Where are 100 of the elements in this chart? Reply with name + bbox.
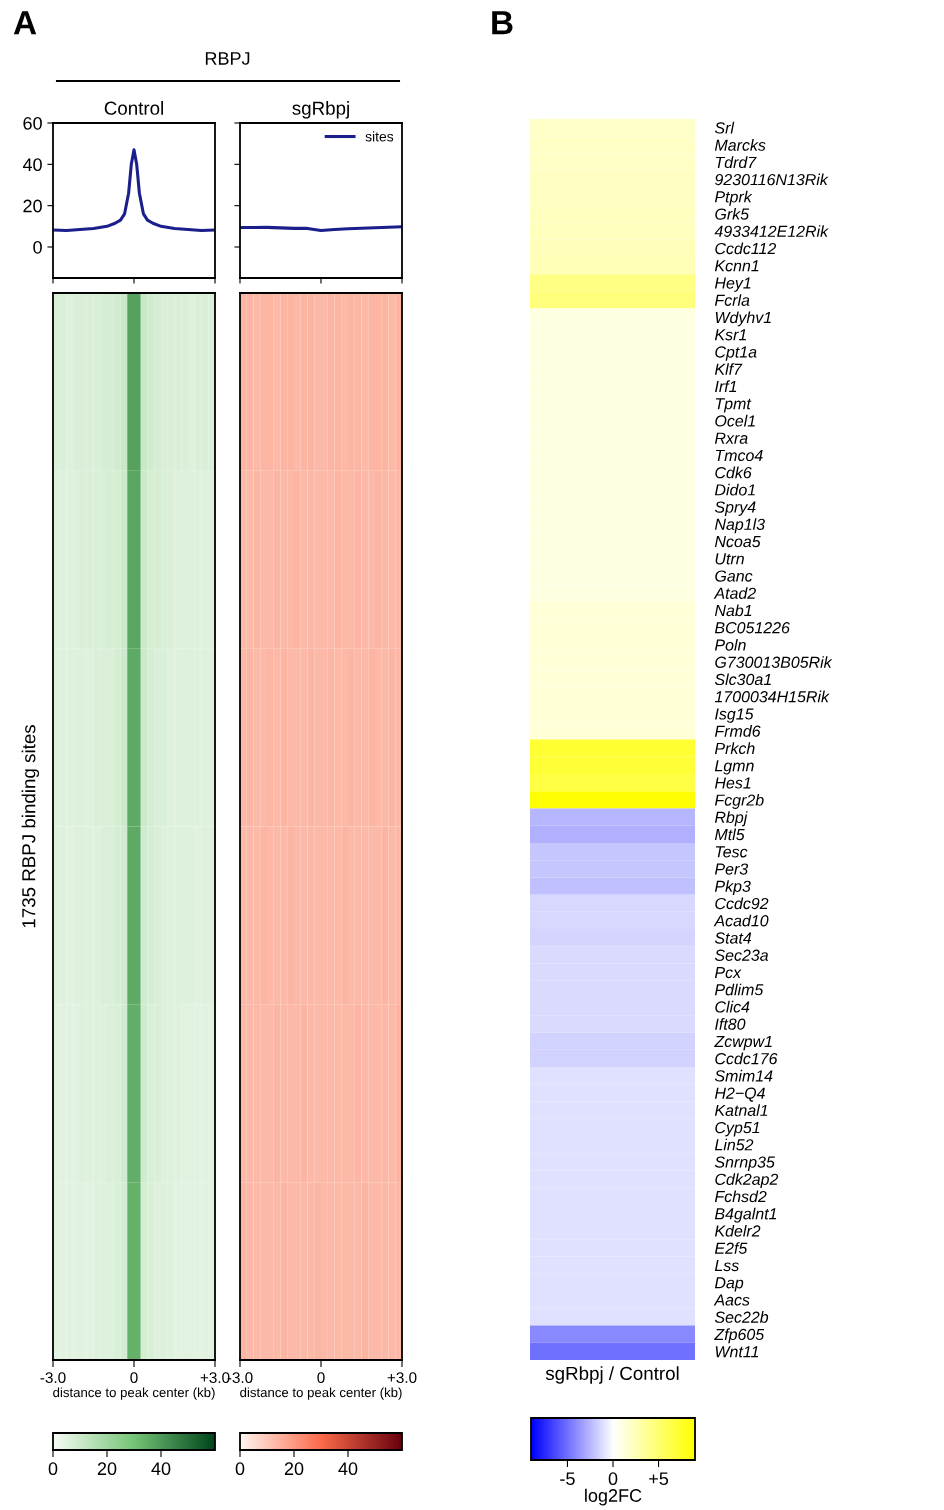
y-tick-label: G730013B05Rik (715, 656, 833, 668)
y-tick-label: Sec23a (714, 949, 769, 961)
y-tick-label: Cyp51 (715, 1121, 760, 1137)
y-tick-label: Zfp605 (714, 1328, 765, 1344)
y-tick-label: Ocel1 (715, 414, 755, 427)
y-tick-label: Fchsd2 (714, 1190, 767, 1203)
y-tick-label: Hes1 (714, 777, 751, 789)
y-tick-label: Utrn (715, 553, 744, 565)
y-tick-label: Hey1 (714, 277, 751, 292)
y-tick-label: Tdrd7 (715, 156, 757, 169)
y-tick-label: Srl (714, 121, 735, 134)
y-tick-label: 0 (33, 240, 42, 254)
y-tick-label: B4galnt1 (714, 1207, 777, 1223)
x-tick-label: +3.0 (387, 1372, 417, 1384)
y-tick-label: Ccdc92 (715, 897, 769, 910)
legend-label: sites (365, 131, 394, 142)
y-tick-label: Cdk2ap2 (715, 1173, 779, 1189)
y-tick-label: Pkp3 (714, 880, 751, 896)
y-tick-label: Cpt1a (715, 346, 757, 361)
color-bar-label: +5 (649, 1472, 669, 1486)
y-tick-label: H2−Q4 (714, 1087, 765, 1102)
y-tick-label: Zcwpw1 (714, 1035, 772, 1051)
y-tick-label: Katnal1 (714, 1104, 768, 1117)
y-tick-label: Smim14 (714, 1069, 773, 1082)
y-tick-label: Ncoa5 (714, 536, 761, 548)
y-tick-label: Slc30a1 (714, 673, 771, 686)
y-tick-label: Spry4 (714, 501, 756, 516)
y-tick-label: Wnt11 (715, 1346, 759, 1358)
y-tick-label: Tmco4 (715, 449, 763, 462)
text: B (492, 11, 513, 35)
chart-title: sgRbpj (292, 101, 349, 119)
y-tick-label: BC051226 (714, 622, 790, 634)
x-tick-label: -3.0 (40, 1372, 66, 1384)
y-tick-label: Tesc (715, 846, 748, 858)
color-bar-label: -5 (560, 1472, 575, 1486)
y-tick-label: 9230116N13Rik (714, 173, 829, 186)
y-tick-label: Poln (714, 638, 746, 651)
y-tick-label: 20 (23, 199, 42, 213)
text: A (13, 11, 37, 35)
y-tick-label: Marcks (714, 139, 766, 151)
y-tick-label: Tpmt (715, 398, 752, 413)
color-bar-label: 0 (48, 1462, 58, 1476)
y-tick-label: Isg15 (715, 708, 754, 723)
y-tick-label: Clic4 (715, 1000, 750, 1013)
y-tick-label: Prkch (714, 742, 755, 755)
y-tick-label: Irf1 (715, 380, 737, 392)
color-bar-label: 40 (338, 1462, 358, 1476)
y-tick-label: E2f5 (714, 1242, 748, 1254)
x-tick-label: 0 (130, 1372, 138, 1384)
y-tick-label: Rxra (714, 432, 748, 444)
chart-title: Control (104, 101, 163, 115)
y-tick-label: Per3 (714, 863, 749, 875)
y-tick-label: Pcx (714, 966, 742, 979)
y-tick-label: Sec22b (714, 1311, 769, 1323)
x-axis-title: distance to peak center (kb) (240, 1387, 402, 1400)
y-tick-label: Dap (714, 1277, 744, 1292)
text: RBPJ (205, 52, 250, 65)
y-tick-label: Fcgr2b (714, 794, 764, 809)
y-tick-label: Frmd6 (714, 725, 761, 737)
y-tick-label: 1700034H15Rik (714, 690, 830, 703)
y-tick-label: Ptprk (714, 190, 753, 206)
color-bar-label: 20 (284, 1462, 304, 1476)
y-tick-label: Kdelr2 (714, 1224, 761, 1237)
y-tick-label: Ganc (715, 570, 753, 582)
y-tick-label: Lss (714, 1260, 739, 1272)
y-tick-label: Acad10 (713, 914, 769, 927)
y-tick-label: Klf7 (714, 363, 743, 375)
y-tick-label: 4933412E12Rik (714, 225, 829, 237)
x-axis-title: sgRbpj / Control (545, 1366, 679, 1384)
y-tick-label: Ccdc176 (715, 1052, 778, 1065)
y-tick-label: Dido1 (714, 483, 755, 496)
y-tick-label: Snrnp35 (714, 1156, 775, 1171)
color-bar-label: 0 (608, 1472, 618, 1486)
y-tick-label: 60 (23, 116, 42, 130)
y-tick-label: Ccdc112 (715, 242, 777, 255)
x-axis-title: distance to peak center (kb) (53, 1387, 215, 1400)
y-tick-label: Kcnn1 (714, 260, 759, 272)
y-tick-label: Fcrla (714, 294, 750, 306)
y-tick-label: Mtl5 (714, 828, 745, 841)
color-bar-label: 0 (235, 1462, 245, 1476)
y-tick-label: Cdk6 (715, 466, 752, 479)
y-tick-label: Wdyhv1 (715, 311, 771, 327)
y-tick-label: Grk5 (715, 208, 750, 220)
x-tick-label: 0 (317, 1372, 325, 1384)
line-series (53, 148, 215, 232)
y-tick-label: Nab1 (714, 604, 752, 617)
color-bar-title: log2FC (585, 1488, 642, 1506)
y-tick-label: Rbpj (714, 811, 748, 827)
y-tick-label: Aacs (713, 1294, 750, 1306)
color-bar-label: 40 (151, 1462, 171, 1476)
y-axis-title: 1735 RBPJ binding sites (21, 725, 40, 928)
y-tick-label: Ksr1 (714, 329, 746, 341)
y-tick-label: Ift80 (715, 1018, 746, 1030)
y-tick-label: Stat4 (714, 932, 752, 944)
y-tick-label: Pdlim5 (714, 983, 764, 996)
y-tick-label: 40 (22, 158, 42, 172)
y-tick-label: Atad2 (713, 587, 756, 599)
y-tick-label: Lin52 (714, 1138, 754, 1151)
color-bar-label: 20 (97, 1462, 117, 1476)
y-tick-label: Lgmn (714, 760, 754, 775)
